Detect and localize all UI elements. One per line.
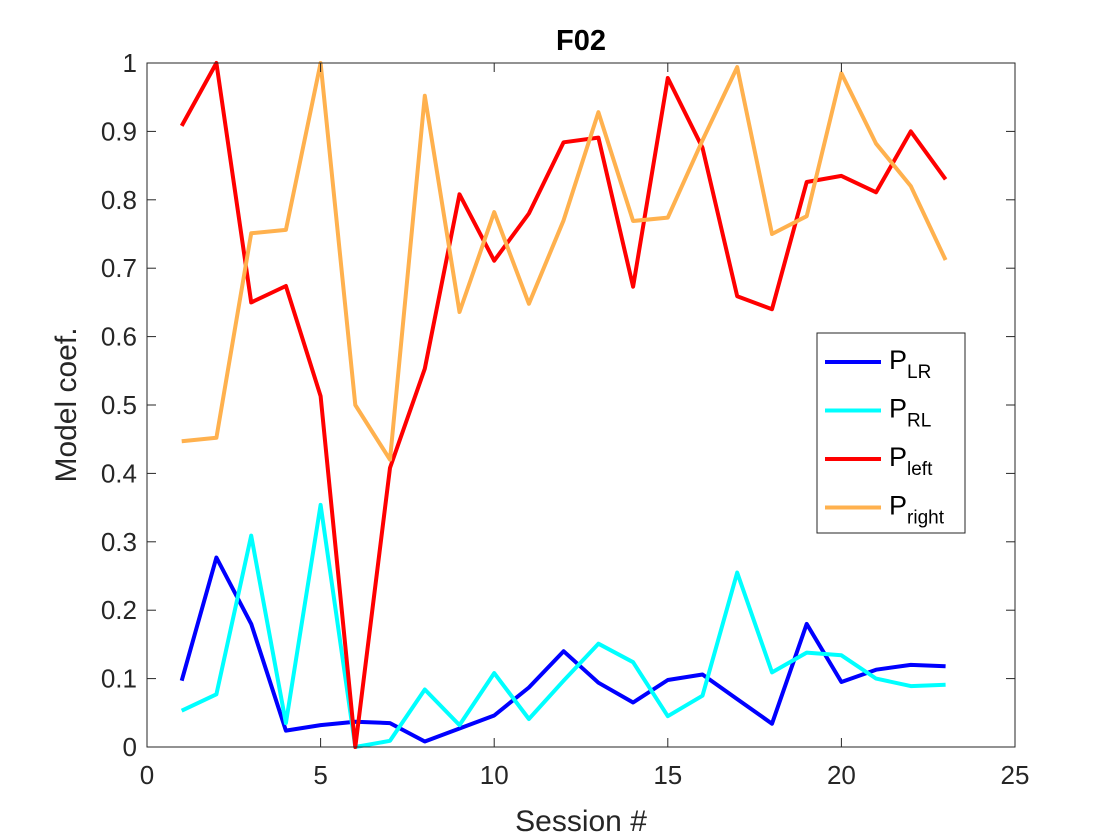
- y-tick-label: 0.9: [101, 116, 137, 146]
- y-axis-label: Model coef.: [50, 327, 83, 482]
- y-tick-label: 0.2: [101, 595, 137, 625]
- y-tick-label: 0.1: [101, 664, 137, 694]
- x-tick-label: 10: [480, 760, 509, 790]
- legend-box: [816, 332, 966, 534]
- chart-title: F02: [556, 25, 606, 57]
- x-axis-label: Session #: [515, 805, 647, 838]
- x-tick-label: 20: [827, 760, 856, 790]
- legend-label-left: Pleft: [889, 442, 933, 480]
- y-tick-label: 0: [123, 732, 137, 762]
- legend-label-rl: PRL: [889, 394, 931, 432]
- series-layer: [179, 61, 948, 749]
- series-line-right: [181, 61, 948, 462]
- series-line-lr: [179, 555, 946, 744]
- legend-label-right: Pright: [889, 491, 945, 529]
- y-tick-label: 0.3: [101, 527, 137, 557]
- legend: PLR PRL Pleft Pright: [816, 332, 966, 534]
- y-tick-label: 0.7: [101, 253, 137, 283]
- ticks-layer: 0 5 10 15 20 25 0 0.1 0.2 0.3 0.4 0.5 0.6 0.7 0.8 0.9 1: [101, 48, 1030, 790]
- series-line-rl: [180, 502, 946, 749]
- legend-label-lr: PLR: [889, 345, 931, 383]
- x-tick-label: 25: [1001, 760, 1030, 790]
- y-tick-label: 0.8: [101, 185, 137, 215]
- x-tick-label: 15: [653, 760, 682, 790]
- x-tick-label: 0: [140, 760, 154, 790]
- x-tick-label: 5: [313, 760, 327, 790]
- y-tick-label: 0.5: [101, 390, 137, 420]
- series-line-left: [179, 61, 948, 749]
- y-tick-label: 0.6: [101, 322, 137, 352]
- y-tick-label: 1: [123, 48, 137, 78]
- y-tick-label: 0.4: [101, 458, 137, 488]
